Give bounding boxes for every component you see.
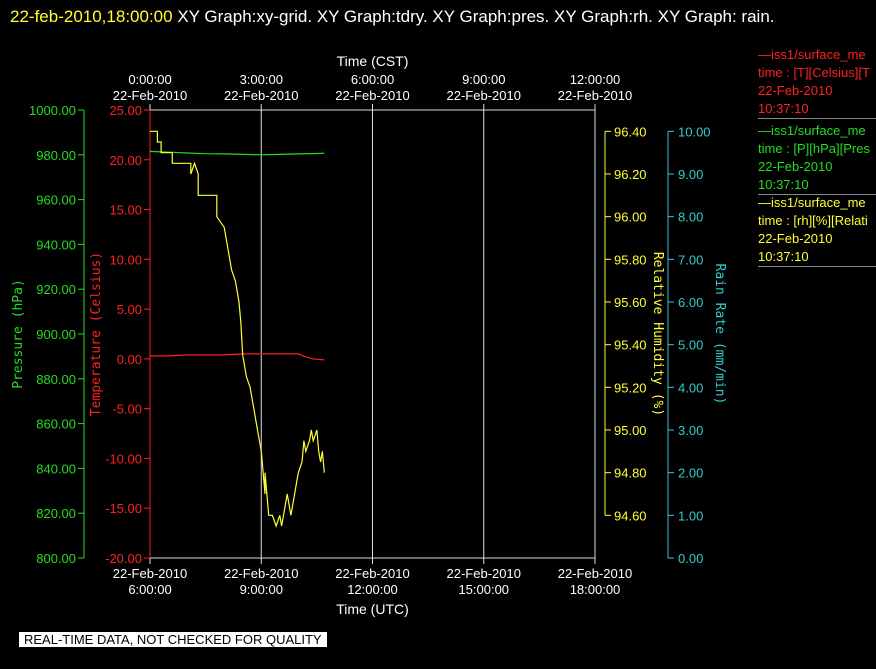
temperature-tick-label: -15.00 xyxy=(105,501,142,516)
x-tick-label-top-date: 22-Feb-2010 xyxy=(113,88,187,103)
x-tick-label-top-date: 22-Feb-2010 xyxy=(224,88,298,103)
x-tick-label-top-time: 12:00:00 xyxy=(570,72,621,87)
pressure-tick-label: 900.00 xyxy=(36,327,76,342)
rain-tick-label: 8.00 xyxy=(678,210,703,225)
legend-temperature-time: 10:37:10 xyxy=(758,100,876,119)
legend-line-icon: — xyxy=(758,195,771,210)
rain-tick-label: 6.00 xyxy=(678,295,703,310)
rain-tick-label: 5.00 xyxy=(678,338,703,353)
rain-tick-label: 7.00 xyxy=(678,252,703,267)
humidity-tick-label: 95.60 xyxy=(614,295,647,310)
legend-pressure-line: time : [P][hPa][Pres xyxy=(758,141,870,156)
pressure-tick-label: 860.00 xyxy=(36,417,76,432)
temperature-tick-label: -5.00 xyxy=(112,402,142,417)
pressure-tick-label: 980.00 xyxy=(36,148,76,163)
title-graphs: XY Graph:xy-grid. XY Graph:tdry. XY Grap… xyxy=(172,7,775,26)
x-tick-label-top-time: 0:00:00 xyxy=(128,72,171,87)
legend-pressure-date: 22-Feb-2010 xyxy=(758,159,833,174)
x-tick-label-bottom-time: 6:00:00 xyxy=(128,582,171,597)
humidity-tick-label: 96.00 xyxy=(614,210,647,225)
legend-humidity-name: —iss1/surface_me xyxy=(758,195,866,210)
humidity-axis-title: Relative Humidity (%) xyxy=(650,252,665,416)
rain-axis-title: Rain Rate (mm/min) xyxy=(712,264,727,405)
rain-tick-label: 9.00 xyxy=(678,167,703,182)
temperature-tick-label: 5.00 xyxy=(117,302,142,317)
pressure-tick-label: 880.00 xyxy=(36,372,76,387)
legend-humidity-date: 22-Feb-2010 xyxy=(758,231,833,246)
rain-tick-label: 3.00 xyxy=(678,423,703,438)
x-tick-label-bottom-date: 22-Feb-2010 xyxy=(447,566,521,581)
legend-humidity: —iss1/surface_me time : [rh][%][Relati 2… xyxy=(758,194,876,267)
temperature-axis-title: Temperature (Celsius) xyxy=(89,252,104,416)
legend-line-icon: — xyxy=(758,47,771,62)
rain-tick-label: 1.00 xyxy=(678,508,703,523)
pressure-tick-label: 940.00 xyxy=(36,237,76,252)
temperature-tick-label: 15.00 xyxy=(109,203,142,218)
legend-pressure: —iss1/surface_me time : [P][hPa][Pres 22… xyxy=(758,122,876,195)
legend-temperature-date: 22-Feb-2010 xyxy=(758,83,833,98)
rain-tick-label: 0.00 xyxy=(678,551,703,566)
x-tick-label-top-time: 6:00:00 xyxy=(351,72,394,87)
x-tick-label-bottom-date: 22-Feb-2010 xyxy=(224,566,298,581)
pressure-tick-label: 960.00 xyxy=(36,193,76,208)
humidity-tick-label: 94.60 xyxy=(614,508,647,523)
legend-pressure-name: —iss1/surface_me xyxy=(758,123,866,138)
pressure-tick-label: 920.00 xyxy=(36,282,76,297)
pressure-tick-label: 840.00 xyxy=(36,461,76,476)
legend-line-icon: — xyxy=(758,123,771,138)
legend-temperature-line: time : [T][Celsius][T xyxy=(758,65,870,80)
legend-temperature: —iss1/surface_me time : [T][Celsius][T 2… xyxy=(758,46,876,119)
humidity-tick-label: 95.80 xyxy=(614,252,647,267)
legend-temperature-name: —iss1/surface_me xyxy=(758,47,866,62)
x-tick-label-top-time: 3:00:00 xyxy=(240,72,283,87)
pressure-axis-title: Pressure (hPa) xyxy=(11,279,26,389)
pressure-tick-label: 1000.00 xyxy=(29,103,76,118)
quality-notice: REAL-TIME DATA, NOT CHECKED FOR QUALITY xyxy=(19,632,327,647)
x-axis-title-bottom: Time (UTC) xyxy=(336,601,409,617)
graph-title: 22-feb-2010,18:00:00 XY Graph:xy-grid. X… xyxy=(10,2,855,31)
x-axis-title-top: Time (CST) xyxy=(337,53,409,69)
x-tick-label-bottom-time: 12:00:00 xyxy=(347,582,398,597)
x-tick-label-bottom-date: 22-Feb-2010 xyxy=(113,566,187,581)
temperature-tick-label: -10.00 xyxy=(105,451,142,466)
x-tick-label-bottom-time: 18:00:00 xyxy=(570,582,621,597)
x-tick-label-top-date: 22-Feb-2010 xyxy=(558,88,632,103)
x-tick-label-bottom-time: 9:00:00 xyxy=(240,582,283,597)
x-tick-label-top-time: 9:00:00 xyxy=(462,72,505,87)
series-line-temperature xyxy=(150,353,325,361)
rain-tick-label: 10.00 xyxy=(678,124,711,139)
rain-tick-label: 2.00 xyxy=(678,466,703,481)
humidity-tick-label: 96.20 xyxy=(614,167,647,182)
x-tick-label-bottom-date: 22-Feb-2010 xyxy=(335,566,409,581)
temperature-tick-label: -20.00 xyxy=(105,551,142,566)
temperature-tick-label: 0.00 xyxy=(117,352,142,367)
x-tick-label-top-date: 22-Feb-2010 xyxy=(447,88,521,103)
legend-pressure-time: 10:37:10 xyxy=(758,176,876,195)
pressure-tick-label: 800.00 xyxy=(36,551,76,566)
humidity-tick-label: 94.80 xyxy=(614,466,647,481)
humidity-tick-label: 95.20 xyxy=(614,380,647,395)
rain-tick-label: 4.00 xyxy=(678,380,703,395)
temperature-tick-label: 10.00 xyxy=(109,252,142,267)
pressure-tick-label: 820.00 xyxy=(36,506,76,521)
series-line-pressure xyxy=(149,150,325,156)
humidity-tick-label: 96.40 xyxy=(614,124,647,139)
x-tick-label-bottom-date: 22-Feb-2010 xyxy=(558,566,632,581)
x-tick-label-bottom-time: 15:00:00 xyxy=(458,582,509,597)
humidity-tick-label: 95.00 xyxy=(614,423,647,438)
legend-humidity-time: 10:37:10 xyxy=(758,248,876,267)
series-line-humidity xyxy=(150,130,325,528)
title-timestamp: 22-feb-2010,18:00:00 xyxy=(10,7,173,26)
temperature-tick-label: 25.00 xyxy=(109,103,142,118)
temperature-tick-label: 20.00 xyxy=(109,153,142,168)
humidity-tick-label: 95.40 xyxy=(614,338,647,353)
x-tick-label-top-date: 22-Feb-2010 xyxy=(335,88,409,103)
legend-humidity-line: time : [rh][%][Relati xyxy=(758,213,868,228)
